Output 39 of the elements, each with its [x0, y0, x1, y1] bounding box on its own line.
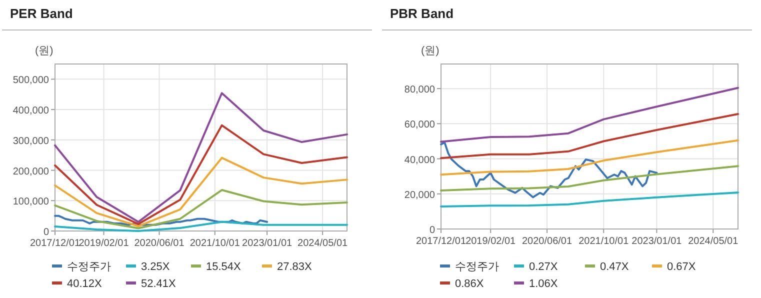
legend-label: 0.67X	[667, 261, 696, 273]
x-tick-label: 2021/10/01	[578, 236, 630, 247]
y-tick-label: 0	[43, 227, 50, 238]
legend-label: 3.25X	[141, 261, 170, 273]
y-tick-label: 400,000	[12, 106, 50, 117]
x-tick-label: 2017/12/01	[30, 238, 80, 249]
x-tick-label: 2020/06/01	[522, 236, 573, 247]
x-tick-label: 2023/01/01	[632, 236, 682, 247]
legend-label: 52.41X	[141, 278, 177, 290]
legend-label: 15.54X	[206, 261, 242, 273]
legend-label: 수정주가	[455, 261, 499, 273]
y-tick-label: 80,000	[404, 84, 436, 96]
x-tick-label: 2023/01/01	[242, 238, 293, 249]
legend-label: 40.12X	[67, 278, 103, 290]
x-tick-label: 2024/05/01	[298, 238, 348, 249]
y-tick-label: 300,000	[12, 136, 50, 147]
legend-label: 0.47X	[600, 261, 630, 273]
y-tick-label: 60,000	[404, 120, 436, 131]
x-tick-label: 2020/06/01	[134, 238, 185, 249]
y-tick-label: 0	[429, 225, 436, 236]
legend-label: 0.27X	[529, 261, 558, 273]
x-tick-label: 2024/05/01	[688, 236, 739, 247]
y-axis-title: (원)	[35, 45, 54, 57]
x-tick-label: 2017/12/01	[416, 236, 466, 247]
y-tick-label: 200,000	[12, 166, 50, 178]
legend-label: 1.06X	[529, 278, 558, 290]
legend-label: 0.86X	[455, 278, 484, 290]
y-tick-label: 40,000	[404, 154, 436, 166]
y-axis-title: (원)	[421, 45, 440, 57]
chart-title: PBR Band	[390, 6, 454, 21]
y-tick-label: 20,000	[404, 190, 436, 201]
legend-label: 27.83X	[277, 261, 313, 273]
legend-label: 수정주가	[67, 261, 111, 273]
y-tick-label: 500,000	[12, 75, 50, 86]
chart-title: PER Band	[10, 6, 73, 21]
x-tick-label: 2021/10/01	[190, 238, 240, 249]
y-tick-label: 100,000	[12, 196, 50, 208]
x-tick-label: 2019/02/01	[78, 238, 130, 249]
x-tick-label: 2019/02/01	[466, 236, 516, 247]
